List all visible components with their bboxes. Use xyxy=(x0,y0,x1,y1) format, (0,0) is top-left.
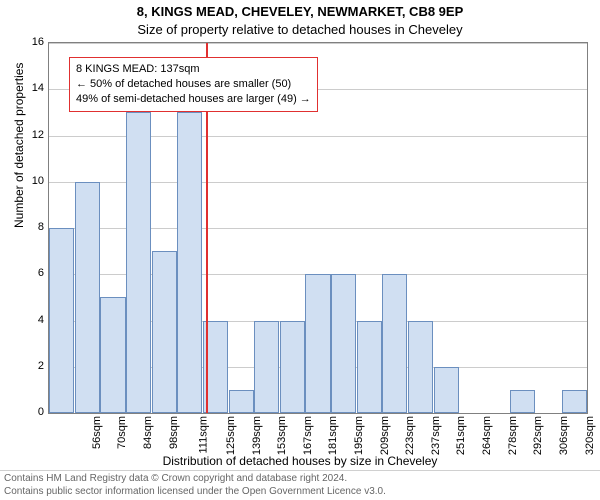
histogram-bar xyxy=(152,251,177,413)
x-tick-label: 125sqm xyxy=(225,416,237,455)
chart-title: 8, KINGS MEAD, CHEVELEY, NEWMARKET, CB8 … xyxy=(0,4,600,19)
histogram-bar xyxy=(357,321,382,414)
x-tick-label: 209sqm xyxy=(379,416,391,455)
histogram-bar xyxy=(100,297,125,413)
x-tick-label: 167sqm xyxy=(302,416,314,455)
x-tick-label: 98sqm xyxy=(168,416,180,449)
y-gridline xyxy=(49,43,587,44)
histogram-bar xyxy=(305,274,330,413)
y-tick-label: 4 xyxy=(14,314,44,326)
x-tick-label: 292sqm xyxy=(532,416,544,455)
x-tick-label: 306sqm xyxy=(558,416,570,455)
x-tick-label: 70sqm xyxy=(116,416,128,449)
y-tick-label: 12 xyxy=(14,129,44,141)
x-tick-label: 320sqm xyxy=(584,416,596,455)
info-box: 8 KINGS MEAD: 137sqm ← 50% of detached h… xyxy=(69,57,318,112)
histogram-bar xyxy=(510,390,535,413)
histogram-bar xyxy=(229,390,254,413)
x-tick-label: 181sqm xyxy=(328,416,340,455)
x-tick-label: 223sqm xyxy=(404,416,416,455)
histogram-bar xyxy=(126,112,151,413)
chart-subtitle: Size of property relative to detached ho… xyxy=(0,22,600,37)
histogram-bar xyxy=(49,228,74,413)
footer-line-2: Contains public sector information licen… xyxy=(4,486,596,499)
x-tick-label: 195sqm xyxy=(353,416,365,455)
x-tick-label: 264sqm xyxy=(481,416,493,455)
histogram-bar xyxy=(382,274,407,413)
histogram-bar xyxy=(75,182,100,413)
histogram-bar xyxy=(562,390,587,413)
y-tick-label: 16 xyxy=(14,36,44,48)
footer-attribution: Contains HM Land Registry data © Crown c… xyxy=(0,470,600,500)
histogram-bar xyxy=(331,274,356,413)
histogram-bar xyxy=(280,321,305,414)
plot-area: 8 KINGS MEAD: 137sqm ← 50% of detached h… xyxy=(48,42,588,414)
x-tick-label: 56sqm xyxy=(91,416,103,449)
info-line-1: 8 KINGS MEAD: 137sqm xyxy=(76,62,311,77)
histogram-bar xyxy=(254,321,279,414)
x-tick-label: 139sqm xyxy=(251,416,263,455)
y-tick-label: 2 xyxy=(14,360,44,372)
x-tick-label: 278sqm xyxy=(507,416,519,455)
y-tick-label: 10 xyxy=(14,175,44,187)
x-tick-label: 111sqm xyxy=(198,416,210,454)
histogram-bar xyxy=(434,367,459,413)
x-tick-label: 84sqm xyxy=(142,416,154,449)
info-line-2: ← 50% of detached houses are smaller (50… xyxy=(76,77,311,92)
x-axis-label: Distribution of detached houses by size … xyxy=(0,454,600,468)
x-tick-label: 153sqm xyxy=(276,416,288,455)
footer-line-1: Contains HM Land Registry data © Crown c… xyxy=(4,473,596,486)
x-tick-label: 251sqm xyxy=(456,416,468,455)
y-tick-label: 0 xyxy=(14,406,44,418)
y-tick-label: 14 xyxy=(14,82,44,94)
y-tick-label: 8 xyxy=(14,221,44,233)
histogram-bar xyxy=(408,321,433,414)
info-line-3: 49% of semi-detached houses are larger (… xyxy=(76,92,311,107)
y-tick-label: 6 xyxy=(14,267,44,279)
histogram-bar xyxy=(177,112,202,413)
x-tick-label: 237sqm xyxy=(430,416,442,455)
